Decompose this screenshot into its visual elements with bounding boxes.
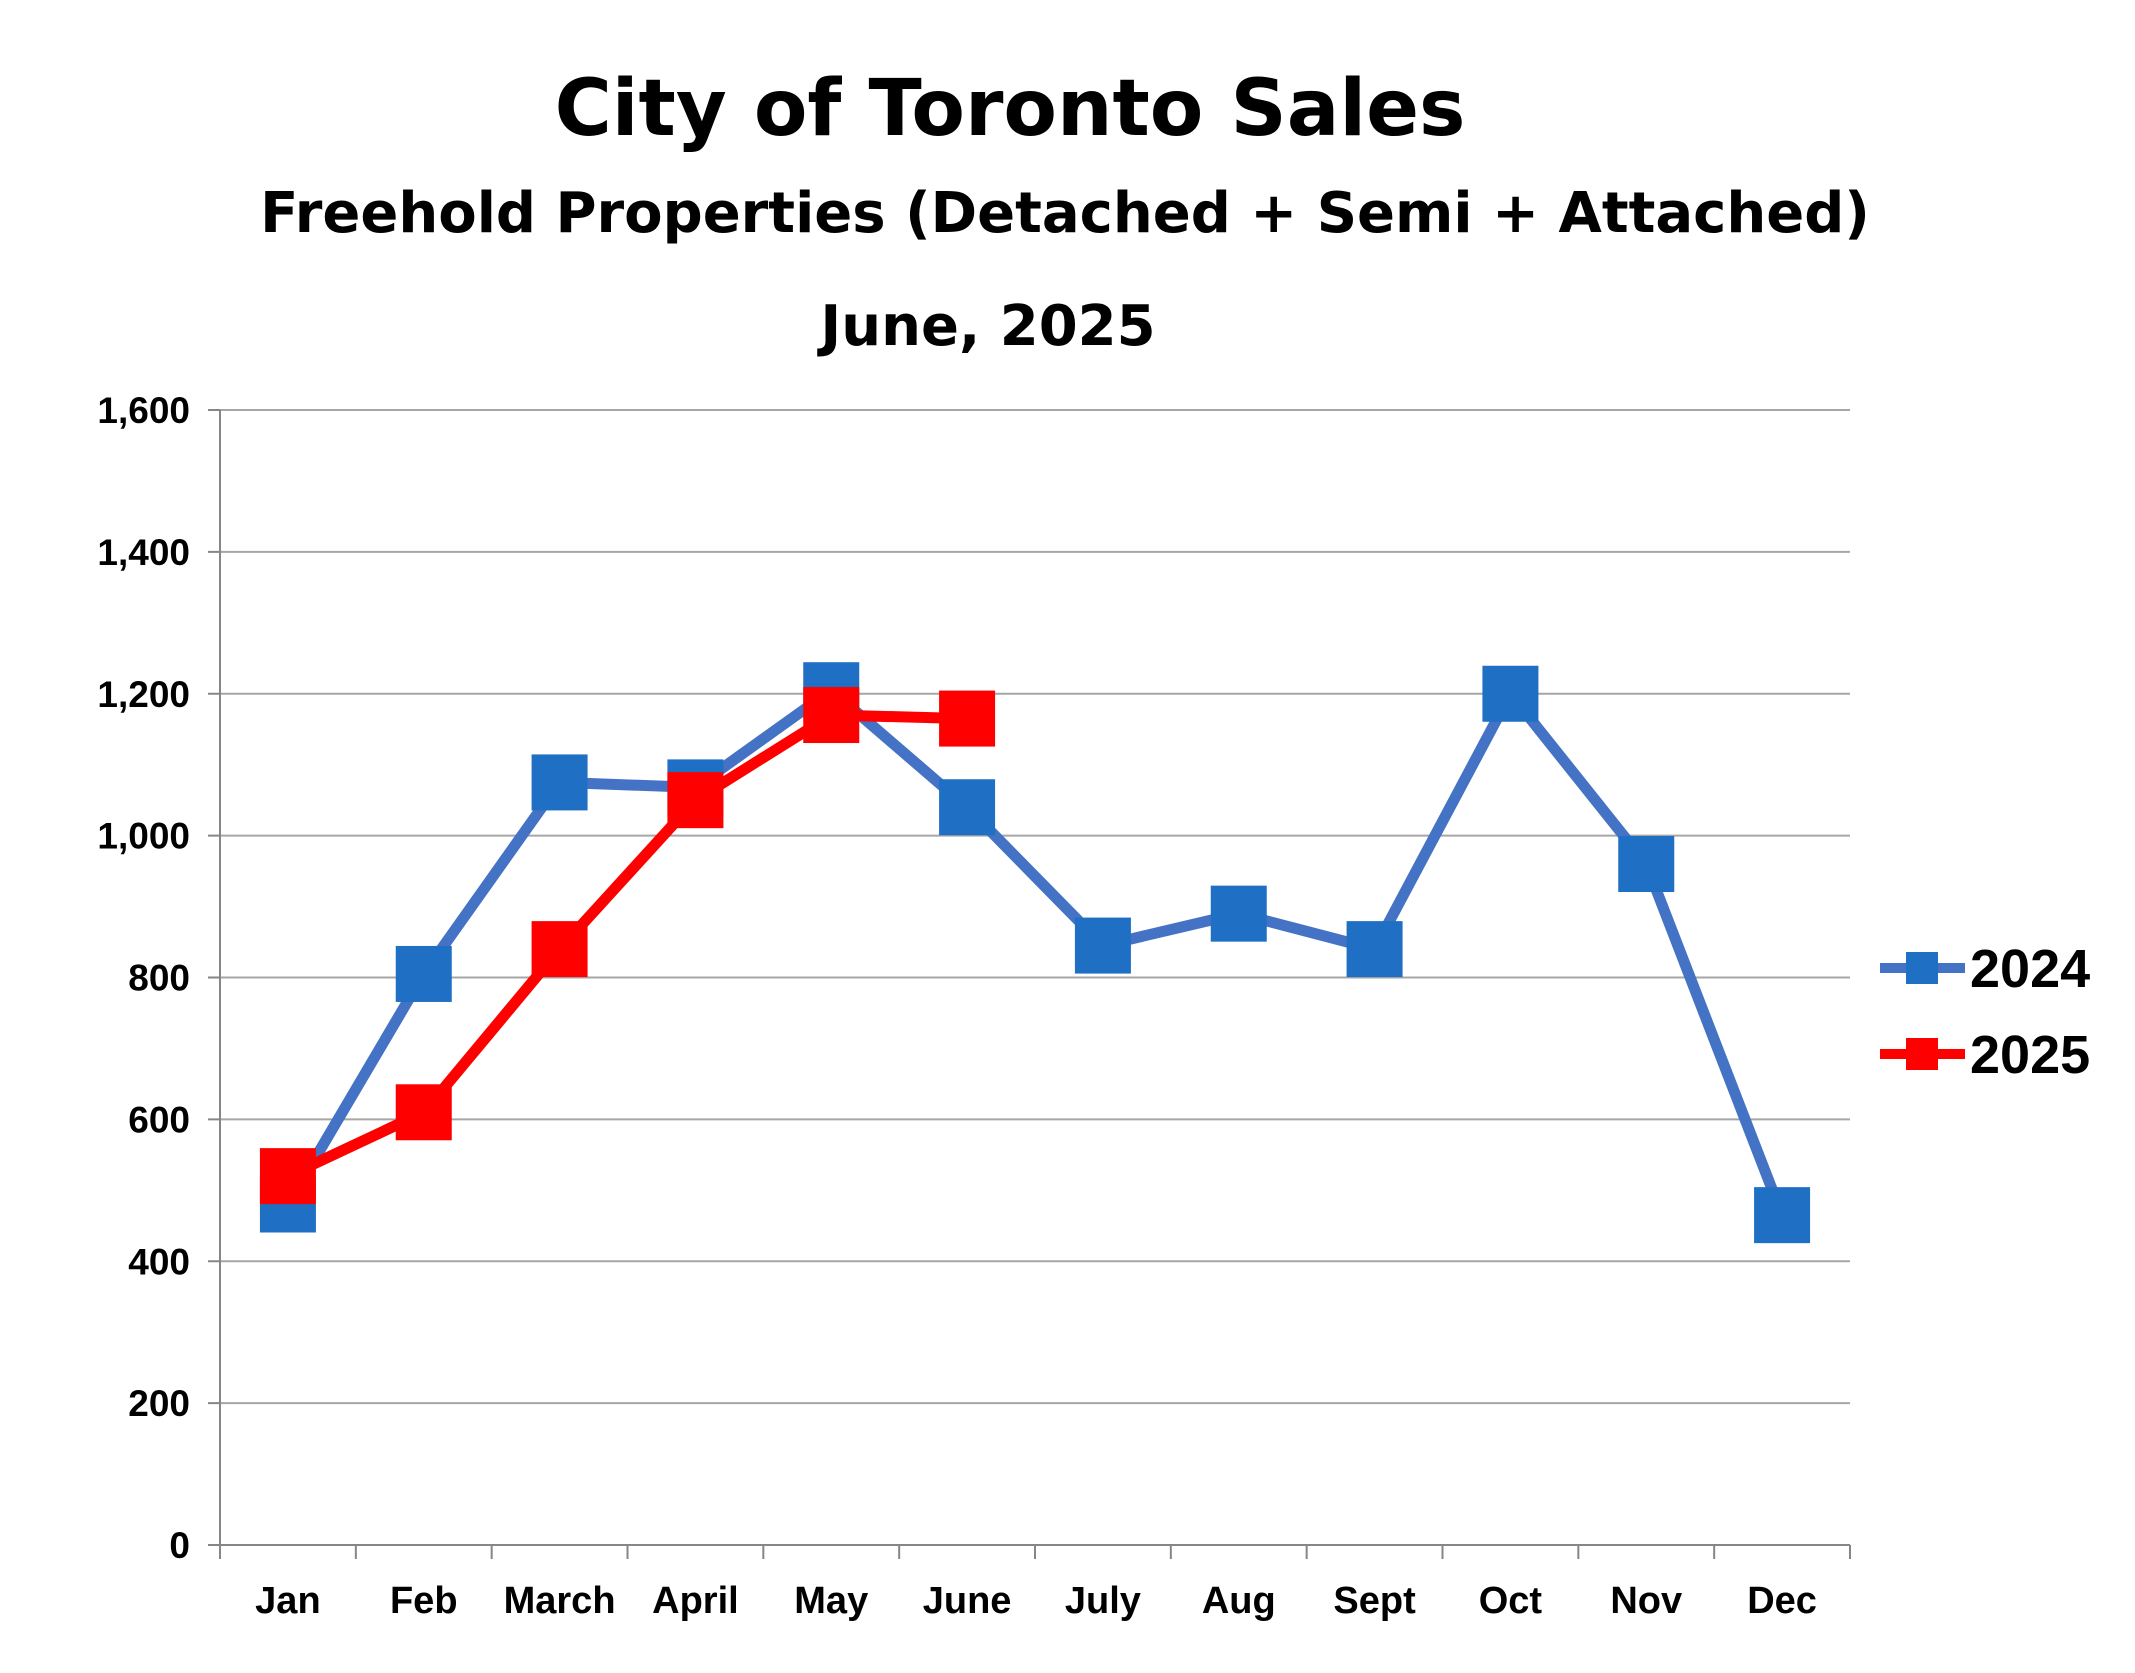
y-tick-label: 0 <box>169 1525 190 1566</box>
legend: 2024 2025 <box>1880 939 2090 1085</box>
data-point <box>1346 921 1403 978</box>
data-point <box>667 772 724 829</box>
series-line-2024 <box>283 684 1788 1218</box>
x-tick-label: Jan <box>255 1580 320 1622</box>
series-layer <box>259 662 1811 1244</box>
series-2025 <box>259 687 996 1205</box>
y-tick-label: 1,200 <box>97 674 190 715</box>
y-axis-tick-labels: 0 200 400 600 800 1,000 1,200 1,400 1,600 <box>97 390 190 1566</box>
legend-marker <box>1906 952 1938 984</box>
data-point <box>1754 1187 1811 1244</box>
x-tick-label: Sept <box>1333 1580 1416 1622</box>
y-tick-label: 400 <box>128 1241 190 1282</box>
data-point <box>531 921 588 978</box>
x-tick-label: July <box>1065 1580 1141 1622</box>
x-axis-tick-labels: Jan Feb March April May June July Aug Sept Oct Nov… <box>255 1580 1817 1622</box>
data-point <box>1618 836 1675 892</box>
x-tick-label: March <box>504 1580 616 1622</box>
data-point <box>395 1084 452 1141</box>
legend-item-2025: 2025 <box>1880 1025 2090 1085</box>
x-tick-label: Dec <box>1747 1580 1817 1622</box>
x-tick-label: Nov <box>1610 1580 1682 1622</box>
data-point <box>803 687 860 744</box>
y-tick-label: 1,600 <box>97 390 190 431</box>
series-2024 <box>259 662 1811 1244</box>
x-tick-label: April <box>652 1580 739 1622</box>
chart-subtitle: Freehold Properties (Detached + Semi + A… <box>260 181 1870 246</box>
y-tick-label: 200 <box>128 1383 190 1424</box>
legend-label: 2025 <box>1970 1025 2090 1085</box>
x-tick-label: June <box>923 1580 1012 1622</box>
chart-title: City of Toronto Sales <box>555 64 1466 154</box>
data-point <box>259 1148 316 1205</box>
data-point <box>1074 917 1131 974</box>
axes <box>208 409 1851 1559</box>
gridlines <box>220 409 1850 1405</box>
data-point <box>939 779 996 836</box>
y-tick-label: 800 <box>128 958 190 999</box>
data-point <box>1482 665 1539 722</box>
y-tick-label: 1,000 <box>97 816 190 857</box>
x-tick-label: Aug <box>1202 1580 1276 1622</box>
legend-label: 2024 <box>1970 939 2090 999</box>
x-tick-label: Oct <box>1479 1580 1543 1622</box>
x-tick-label: Feb <box>390 1580 458 1622</box>
y-tick-label: 1,400 <box>97 532 190 573</box>
legend-marker <box>1906 1038 1938 1070</box>
data-point <box>531 754 588 811</box>
legend-item-2024: 2024 <box>1880 939 2090 999</box>
data-point <box>939 690 996 747</box>
data-point <box>1210 885 1267 942</box>
data-point <box>395 945 452 1002</box>
chart-date-label: June, 2025 <box>816 294 1155 359</box>
x-tick-label: May <box>794 1580 868 1622</box>
y-tick-label: 600 <box>128 1099 190 1140</box>
